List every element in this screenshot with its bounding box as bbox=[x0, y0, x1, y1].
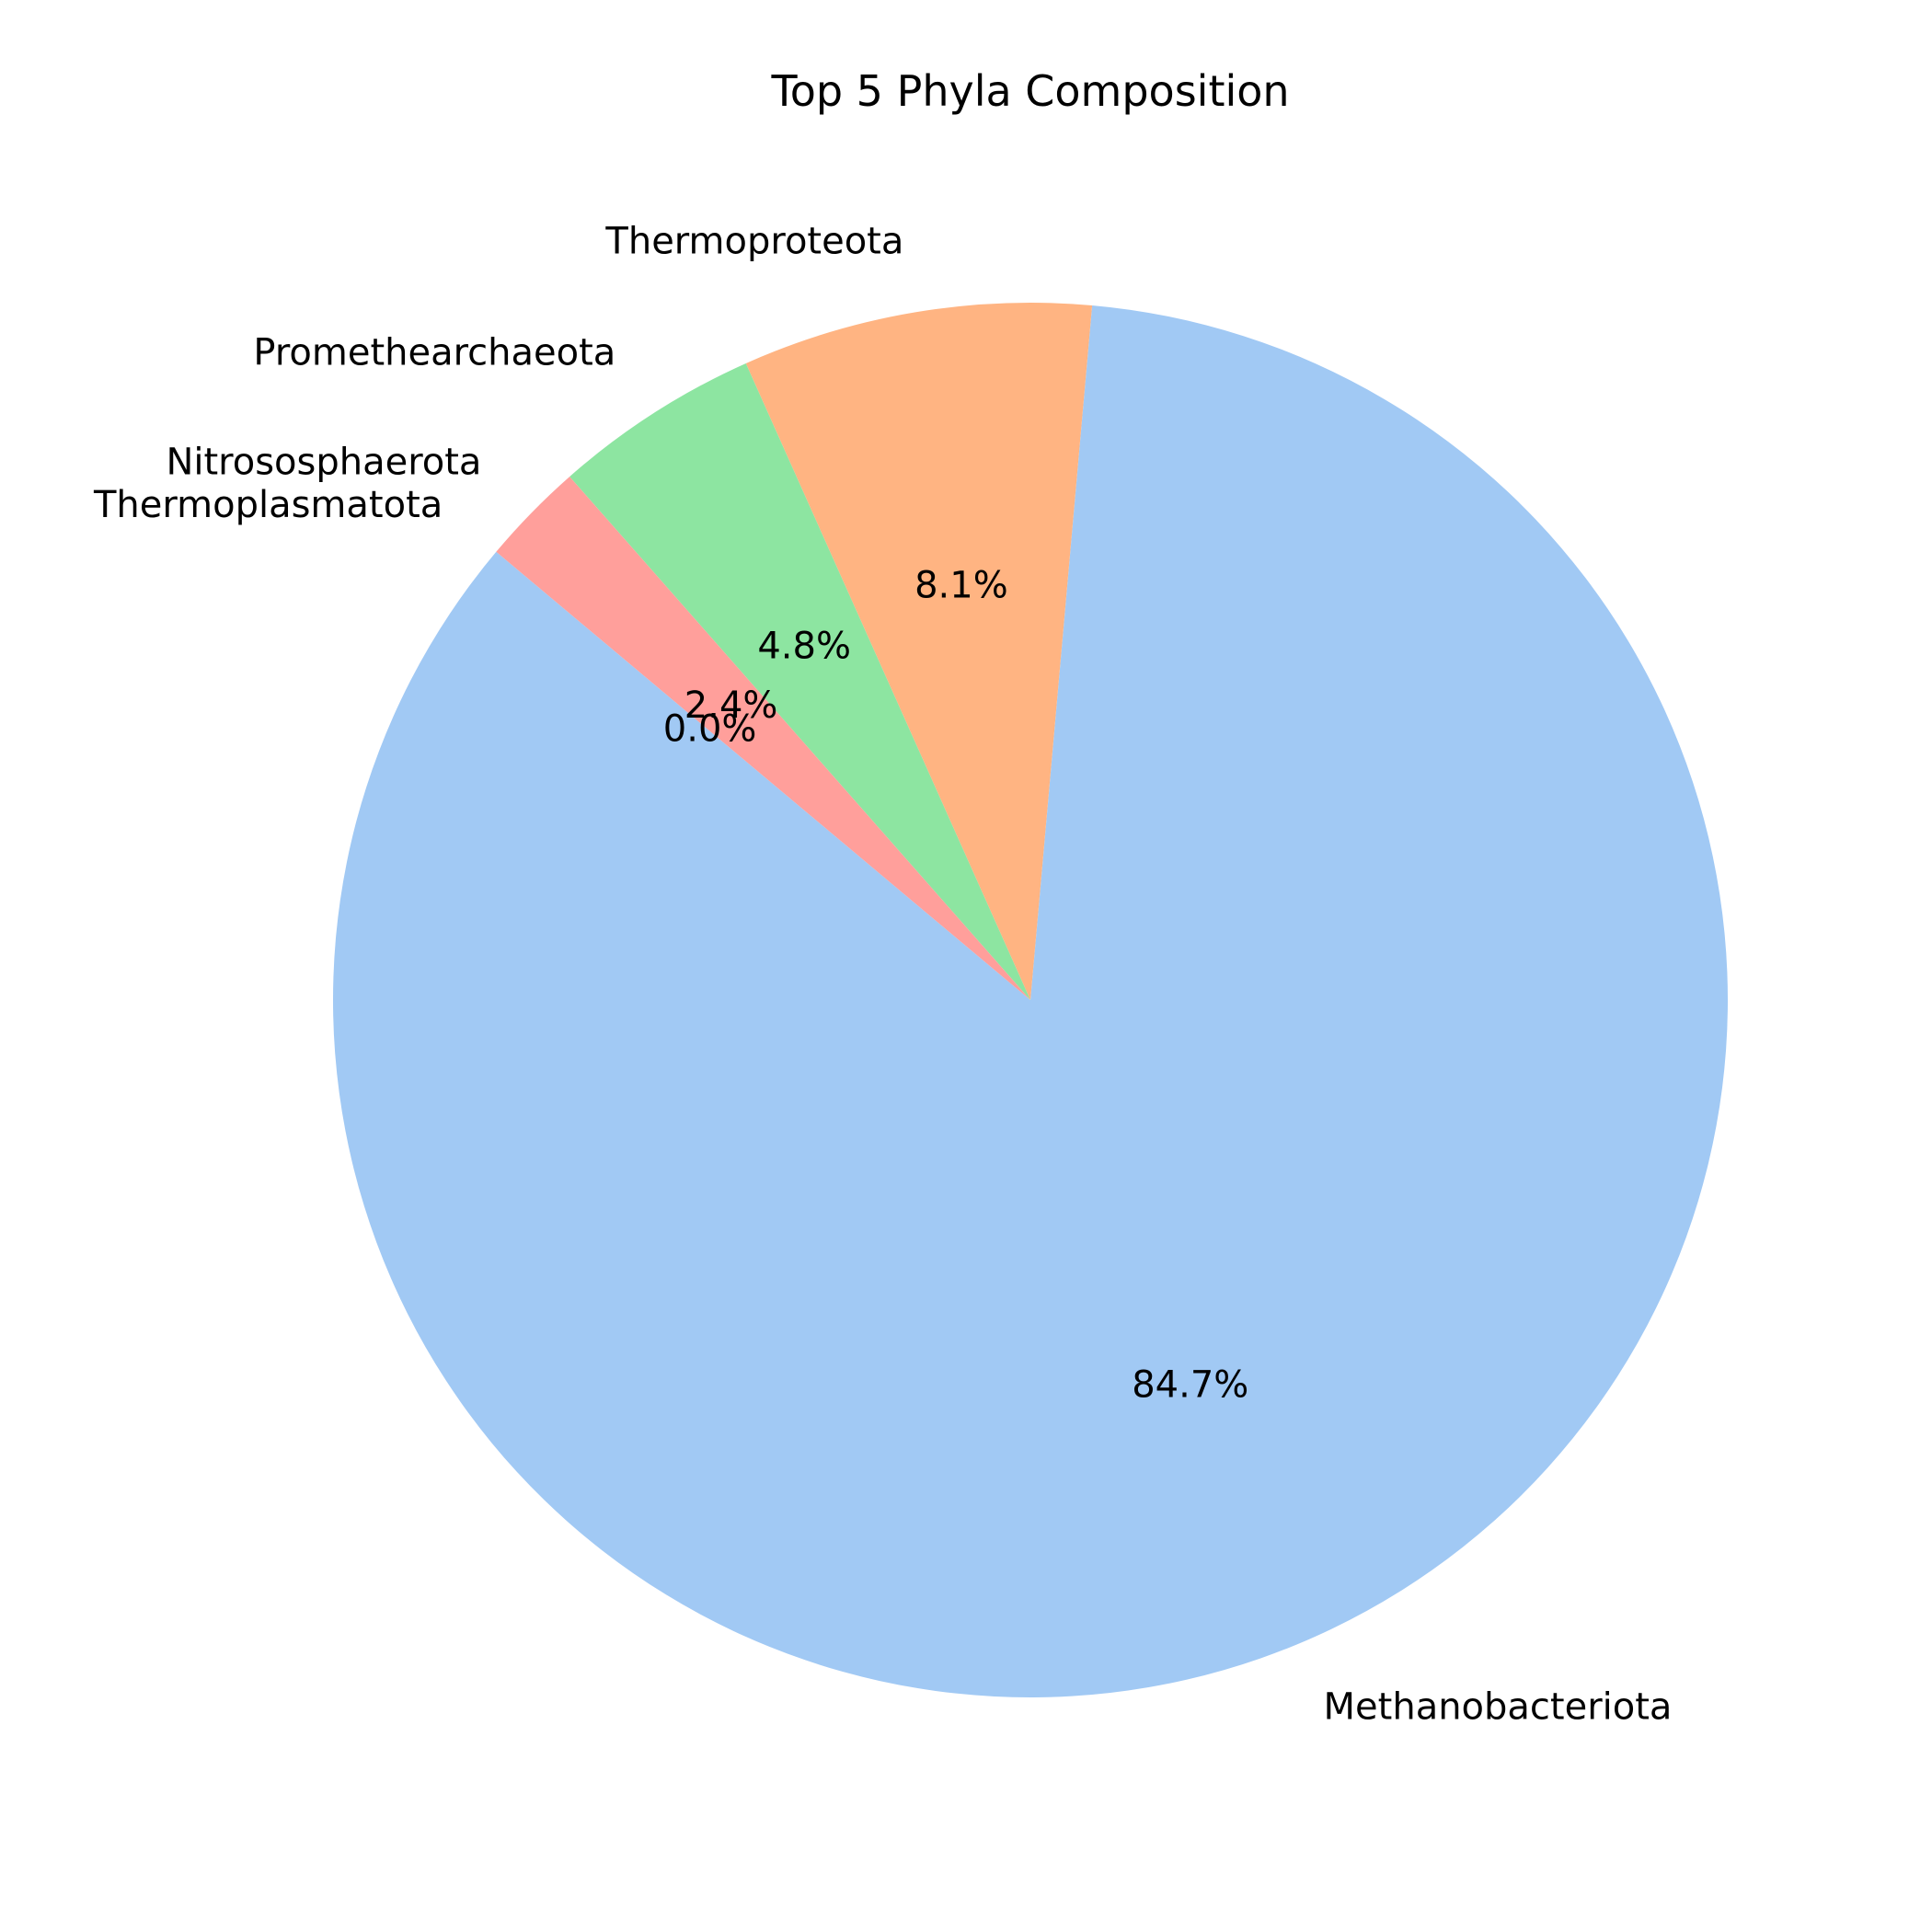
pct-label-methanobacteriota: 84.7% bbox=[1132, 1363, 1248, 1406]
slice-label-thermoplasmatota: Thermoplasmatota bbox=[93, 484, 443, 526]
pie-slices bbox=[333, 303, 1729, 1697]
percentage-labels: 84.7% 8.1% 4.8% 2.4%0.0% bbox=[663, 564, 1248, 1406]
slice-label-thermoproteota: Thermoproteota bbox=[604, 221, 903, 263]
slice-label-methanobacteriota: Methanobacteriota bbox=[1324, 1686, 1673, 1729]
pct-label-thermoproteota: 8.1% bbox=[914, 564, 1008, 606]
pie-slice-promethearchaeota bbox=[569, 362, 1030, 1000]
pct-label-nitrososphaerota: 2.4% bbox=[684, 684, 778, 727]
slice-labels: Methanobacteriota Thermoproteota Promethea… bbox=[93, 221, 1672, 1729]
slice-label-nitrososphaerota: Nitrososphaerota bbox=[166, 441, 481, 483]
pie-slice-methanobacteriota bbox=[333, 305, 1729, 1697]
pct-label-thermoplasmatota: 0.0% bbox=[663, 708, 757, 751]
pie-slice-nitrososphaerota bbox=[496, 477, 1030, 1000]
slice-label-promethearchaeota: Promethearchaeota bbox=[253, 332, 615, 374]
chart-title: Top 5 Phyla Composition bbox=[770, 66, 1289, 116]
pct-label-promethearchaeota: 4.8% bbox=[757, 625, 851, 667]
pie-slice-thermoproteota bbox=[745, 303, 1093, 1000]
